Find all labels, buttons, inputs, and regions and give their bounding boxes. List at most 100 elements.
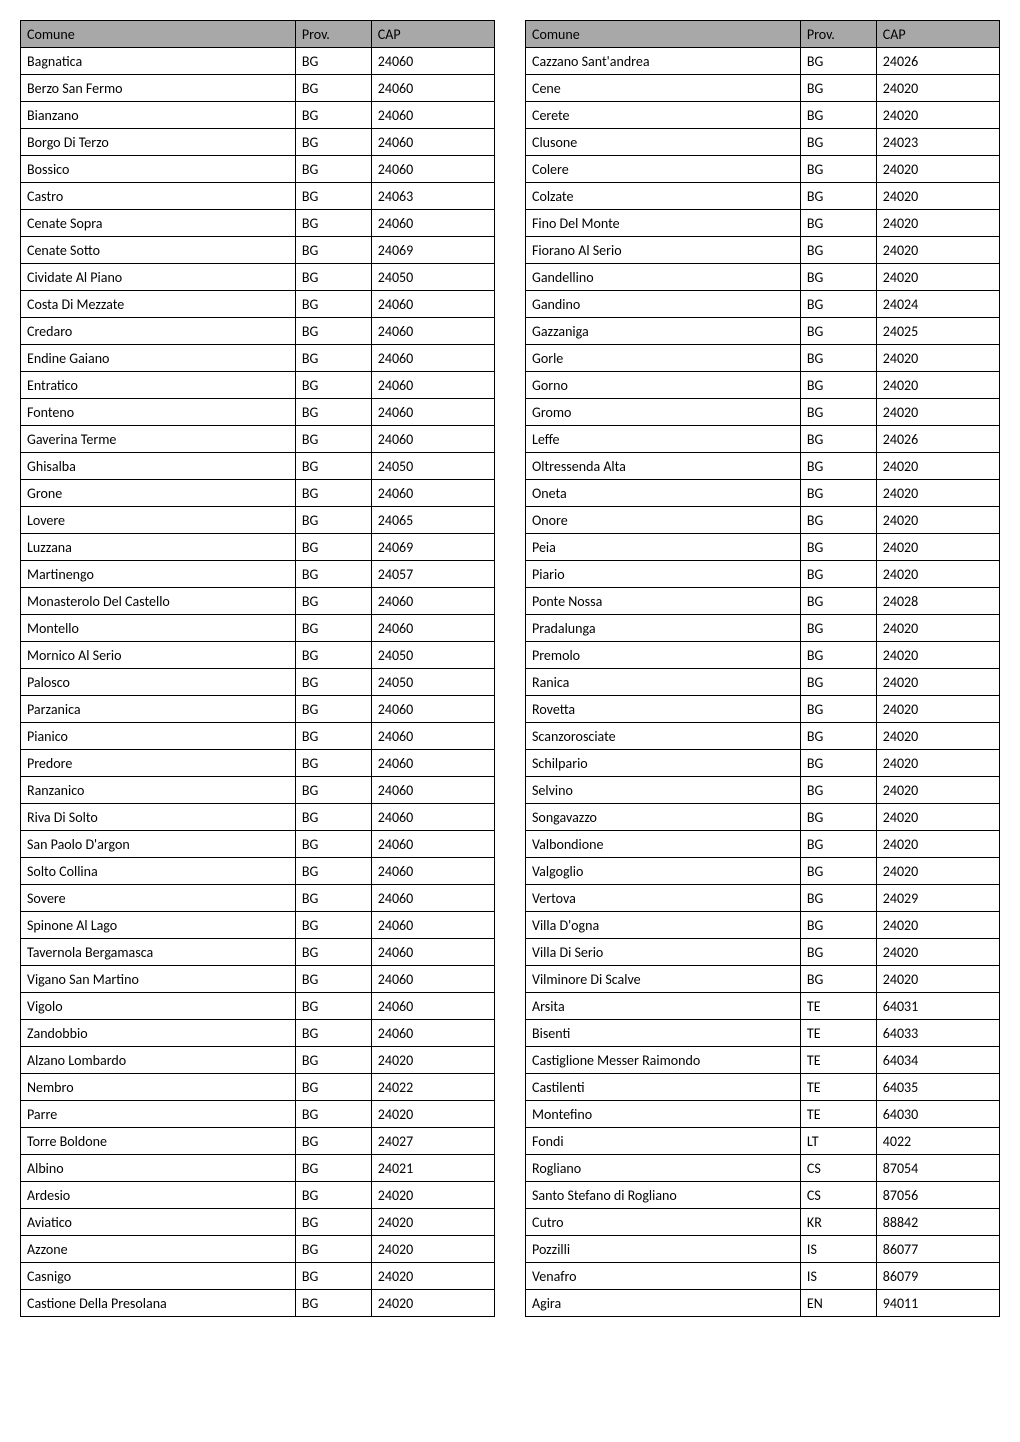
- table-row: CastilentiTE64035: [526, 1074, 1000, 1101]
- cell-prov: BG: [295, 615, 371, 642]
- cell-prov: BG: [800, 426, 876, 453]
- cell-comune: Cividate Al Piano: [21, 264, 296, 291]
- cell-comune: Berzo San Fermo: [21, 75, 296, 102]
- cell-comune: Torre Boldone: [21, 1128, 296, 1155]
- table-row: ArdesioBG24020: [21, 1182, 495, 1209]
- table-row: CasnigoBG24020: [21, 1263, 495, 1290]
- cell-cap: 24060: [371, 426, 494, 453]
- cell-prov: BG: [800, 912, 876, 939]
- cell-cap: 24020: [876, 966, 999, 993]
- cell-comune: Nembro: [21, 1074, 296, 1101]
- cell-comune: Oneta: [526, 480, 801, 507]
- table-row: Cenate SopraBG24060: [21, 210, 495, 237]
- cell-prov: IS: [800, 1263, 876, 1290]
- cell-cap: 24060: [371, 615, 494, 642]
- cell-cap: 24060: [371, 48, 494, 75]
- cell-cap: 24020: [876, 480, 999, 507]
- cell-prov: BG: [295, 1128, 371, 1155]
- cell-prov: BG: [800, 102, 876, 129]
- cell-cap: 24060: [371, 696, 494, 723]
- cell-comune: Vigolo: [21, 993, 296, 1020]
- cell-cap: 24069: [371, 534, 494, 561]
- cell-comune: Fino Del Monte: [526, 210, 801, 237]
- table-row: ZandobbioBG24060: [21, 1020, 495, 1047]
- cell-comune: Rovetta: [526, 696, 801, 723]
- cell-cap: 24020: [371, 1047, 494, 1074]
- cell-comune: Colere: [526, 156, 801, 183]
- table-row: Berzo San FermoBG24060: [21, 75, 495, 102]
- table-row: GandellinoBG24020: [526, 264, 1000, 291]
- table-row: Cazzano Sant'andreaBG24026: [526, 48, 1000, 75]
- cell-prov: BG: [295, 75, 371, 102]
- cell-prov: BG: [800, 588, 876, 615]
- cell-prov: BG: [295, 1047, 371, 1074]
- header-cap: CAP: [876, 21, 999, 48]
- cell-cap: 24020: [876, 156, 999, 183]
- cell-prov: BG: [800, 804, 876, 831]
- cell-prov: KR: [800, 1209, 876, 1236]
- cell-cap: 24060: [371, 345, 494, 372]
- cell-prov: BG: [295, 1236, 371, 1263]
- cell-prov: IS: [800, 1236, 876, 1263]
- cell-comune: Arsita: [526, 993, 801, 1020]
- table-row: PremoloBG24020: [526, 642, 1000, 669]
- table-row: Cividate Al PianoBG24050: [21, 264, 495, 291]
- cell-comune: Gorle: [526, 345, 801, 372]
- cell-prov: BG: [295, 156, 371, 183]
- cell-prov: BG: [800, 615, 876, 642]
- table-row: GornoBG24020: [526, 372, 1000, 399]
- cell-cap: 24029: [876, 885, 999, 912]
- cell-prov: BG: [295, 1182, 371, 1209]
- cell-prov: BG: [800, 723, 876, 750]
- cell-prov: BG: [295, 372, 371, 399]
- table-row: MartinengoBG24057: [21, 561, 495, 588]
- cell-prov: BG: [800, 939, 876, 966]
- table-row: GorleBG24020: [526, 345, 1000, 372]
- cell-prov: BG: [800, 183, 876, 210]
- cell-cap: 24020: [876, 642, 999, 669]
- table-row: CeneBG24020: [526, 75, 1000, 102]
- cell-comune: Montello: [21, 615, 296, 642]
- cell-cap: 24065: [371, 507, 494, 534]
- table-row: PiarioBG24020: [526, 561, 1000, 588]
- table-row: PaloscoBG24050: [21, 669, 495, 696]
- cell-prov: BG: [295, 669, 371, 696]
- cell-prov: BG: [295, 129, 371, 156]
- table-row: GhisalbaBG24050: [21, 453, 495, 480]
- table-row: RanicaBG24020: [526, 669, 1000, 696]
- cell-prov: BG: [800, 291, 876, 318]
- cell-cap: 24021: [371, 1155, 494, 1182]
- left-table: Comune Prov. CAP BagnaticaBG24060Berzo S…: [20, 20, 495, 1317]
- cell-comune: Oltressenda Alta: [526, 453, 801, 480]
- cell-comune: Solto Collina: [21, 858, 296, 885]
- table-row: Costa Di MezzateBG24060: [21, 291, 495, 318]
- cell-prov: BG: [800, 372, 876, 399]
- cell-comune: Bianzano: [21, 102, 296, 129]
- cell-prov: BG: [800, 453, 876, 480]
- table-row: Castione Della PresolanaBG24020: [21, 1290, 495, 1317]
- cell-comune: Gorno: [526, 372, 801, 399]
- table-row: Villa Di SerioBG24020: [526, 939, 1000, 966]
- cell-cap: 24020: [876, 399, 999, 426]
- cell-cap: 24060: [371, 480, 494, 507]
- cell-comune: Costa Di Mezzate: [21, 291, 296, 318]
- table-row: Fiorano Al SerioBG24020: [526, 237, 1000, 264]
- cell-cap: 64035: [876, 1074, 999, 1101]
- cell-comune: Zandobbio: [21, 1020, 296, 1047]
- cell-prov: BG: [295, 507, 371, 534]
- cell-prov: BG: [800, 156, 876, 183]
- cell-prov: BG: [295, 291, 371, 318]
- cell-prov: BG: [295, 534, 371, 561]
- cell-cap: 24020: [371, 1236, 494, 1263]
- table-row: Endine GaianoBG24060: [21, 345, 495, 372]
- cell-prov: BG: [295, 453, 371, 480]
- table-row: Santo Stefano di RoglianoCS87056: [526, 1182, 1000, 1209]
- cell-cap: 24020: [876, 912, 999, 939]
- cell-cap: 24020: [876, 345, 999, 372]
- table-row: BossicoBG24060: [21, 156, 495, 183]
- cell-prov: BG: [295, 561, 371, 588]
- table-row: ValgoglioBG24020: [526, 858, 1000, 885]
- cell-prov: BG: [295, 912, 371, 939]
- table-row: OnetaBG24020: [526, 480, 1000, 507]
- cell-comune: Mornico Al Serio: [21, 642, 296, 669]
